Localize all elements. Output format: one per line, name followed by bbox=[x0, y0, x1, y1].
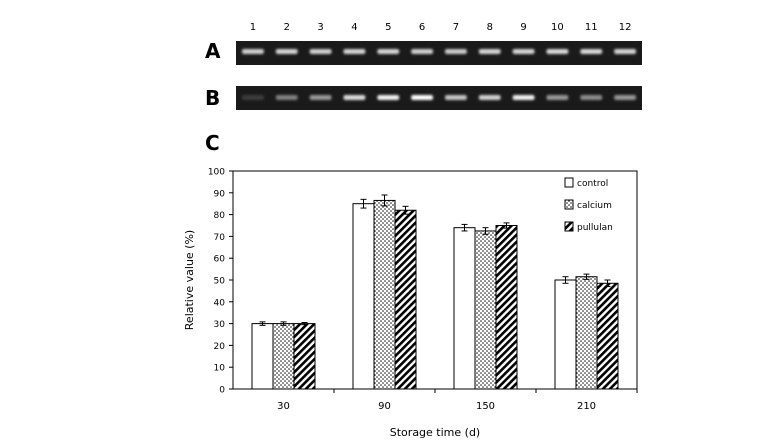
lane-label: 12 bbox=[619, 22, 632, 33]
y-axis-label: Relative value (%) bbox=[183, 230, 196, 330]
gel-b-bands bbox=[242, 95, 636, 100]
y-tick-label: 10 bbox=[214, 364, 226, 374]
lane-label: 8 bbox=[487, 22, 493, 33]
gel-band bbox=[546, 49, 569, 54]
gel-band bbox=[242, 49, 264, 54]
y-tick-label: 20 bbox=[214, 342, 226, 352]
legend-label-control: control bbox=[577, 179, 608, 189]
gel-band bbox=[343, 49, 366, 54]
y-tick-label: 30 bbox=[214, 320, 226, 330]
y-tick-label: 70 bbox=[214, 233, 226, 243]
gel-band bbox=[411, 49, 433, 54]
bar-calcium bbox=[272, 323, 295, 390]
lane-label: 10 bbox=[551, 22, 564, 33]
bar-control bbox=[251, 323, 274, 390]
bar-calcium bbox=[373, 199, 396, 390]
gel-band bbox=[242, 95, 264, 100]
bar-pullulan bbox=[495, 225, 518, 390]
panel-label-b: B bbox=[205, 86, 220, 110]
panel-label-a: A bbox=[205, 39, 221, 63]
y-tick-label: 90 bbox=[214, 189, 226, 199]
bar-control bbox=[352, 203, 375, 390]
gel-band bbox=[614, 49, 636, 54]
bar-pullulan bbox=[394, 209, 417, 390]
legend: control calcium pullulan bbox=[564, 177, 613, 233]
lane-label: 11 bbox=[585, 22, 598, 33]
x-tick-label: 90 bbox=[378, 401, 391, 412]
gel-band bbox=[614, 95, 636, 100]
x-tick-label: 210 bbox=[577, 401, 596, 412]
lane-label: 7 bbox=[453, 22, 459, 33]
gel-band bbox=[580, 49, 603, 54]
bars bbox=[251, 199, 619, 390]
bar-pullulan bbox=[293, 323, 316, 390]
legend-label-pullulan: pullulan bbox=[577, 223, 613, 233]
gel-band bbox=[478, 95, 501, 100]
gel-b bbox=[236, 86, 642, 110]
gel-band bbox=[478, 49, 501, 54]
gel-band bbox=[377, 95, 400, 100]
gel-band bbox=[445, 95, 467, 100]
bar-pullulan bbox=[596, 282, 619, 390]
gel-band bbox=[343, 95, 366, 100]
y-tick-label: 60 bbox=[214, 255, 226, 265]
lane-label: 6 bbox=[419, 22, 425, 33]
gel-band bbox=[275, 49, 298, 54]
x-tick-label: 30 bbox=[277, 401, 290, 412]
gel-band bbox=[275, 95, 298, 100]
lane-label: 5 bbox=[385, 22, 391, 33]
gel-band bbox=[411, 95, 433, 100]
gel-band bbox=[580, 95, 603, 100]
y-tick-label: 80 bbox=[214, 211, 226, 221]
y-tick-label: 40 bbox=[214, 298, 226, 308]
legend-swatch-pullulan bbox=[564, 221, 574, 232]
gel-band bbox=[512, 49, 535, 54]
bar-control bbox=[453, 227, 476, 390]
x-axis-label: Storage time (d) bbox=[390, 426, 480, 439]
error-bars bbox=[259, 194, 611, 326]
bar-calcium bbox=[474, 230, 497, 390]
y-tick-label: 50 bbox=[214, 277, 226, 287]
bar-chart: 0 10 20 30 40 50 60 70 80 90 100 30 90 150 210 Relati… bbox=[183, 168, 638, 439]
legend-swatch-control bbox=[564, 177, 574, 188]
plot-frame bbox=[232, 170, 638, 390]
gel-a bbox=[236, 41, 642, 65]
gel-band bbox=[512, 95, 535, 100]
x-tick-label: 150 bbox=[476, 401, 495, 412]
y-tick-label: 0 bbox=[219, 386, 225, 396]
y-axis-ticks: 0 10 20 30 40 50 60 70 80 90 100 bbox=[208, 168, 233, 396]
panel-label-c: C bbox=[205, 131, 220, 155]
gel-band bbox=[445, 49, 467, 54]
gel-a-bands bbox=[242, 49, 636, 54]
bar-calcium bbox=[575, 276, 598, 390]
gel-band bbox=[309, 95, 332, 100]
x-axis-ticks: 30 90 150 210 bbox=[277, 389, 638, 412]
gel-band bbox=[309, 49, 332, 54]
gel-band bbox=[377, 49, 400, 54]
lane-labels: 1 2 3 4 5 6 7 8 9 10 11 12 bbox=[250, 22, 632, 33]
legend-label-calcium: calcium bbox=[577, 201, 612, 211]
lane-label: 3 bbox=[317, 22, 323, 33]
y-tick-label: 100 bbox=[208, 168, 225, 178]
gel-band bbox=[546, 95, 569, 100]
lane-label: 2 bbox=[284, 22, 290, 33]
legend-swatch-calcium bbox=[564, 199, 574, 210]
bar-control bbox=[554, 279, 577, 390]
lane-label: 1 bbox=[250, 22, 256, 33]
lane-label: 4 bbox=[351, 22, 357, 33]
lane-label: 9 bbox=[520, 22, 526, 33]
